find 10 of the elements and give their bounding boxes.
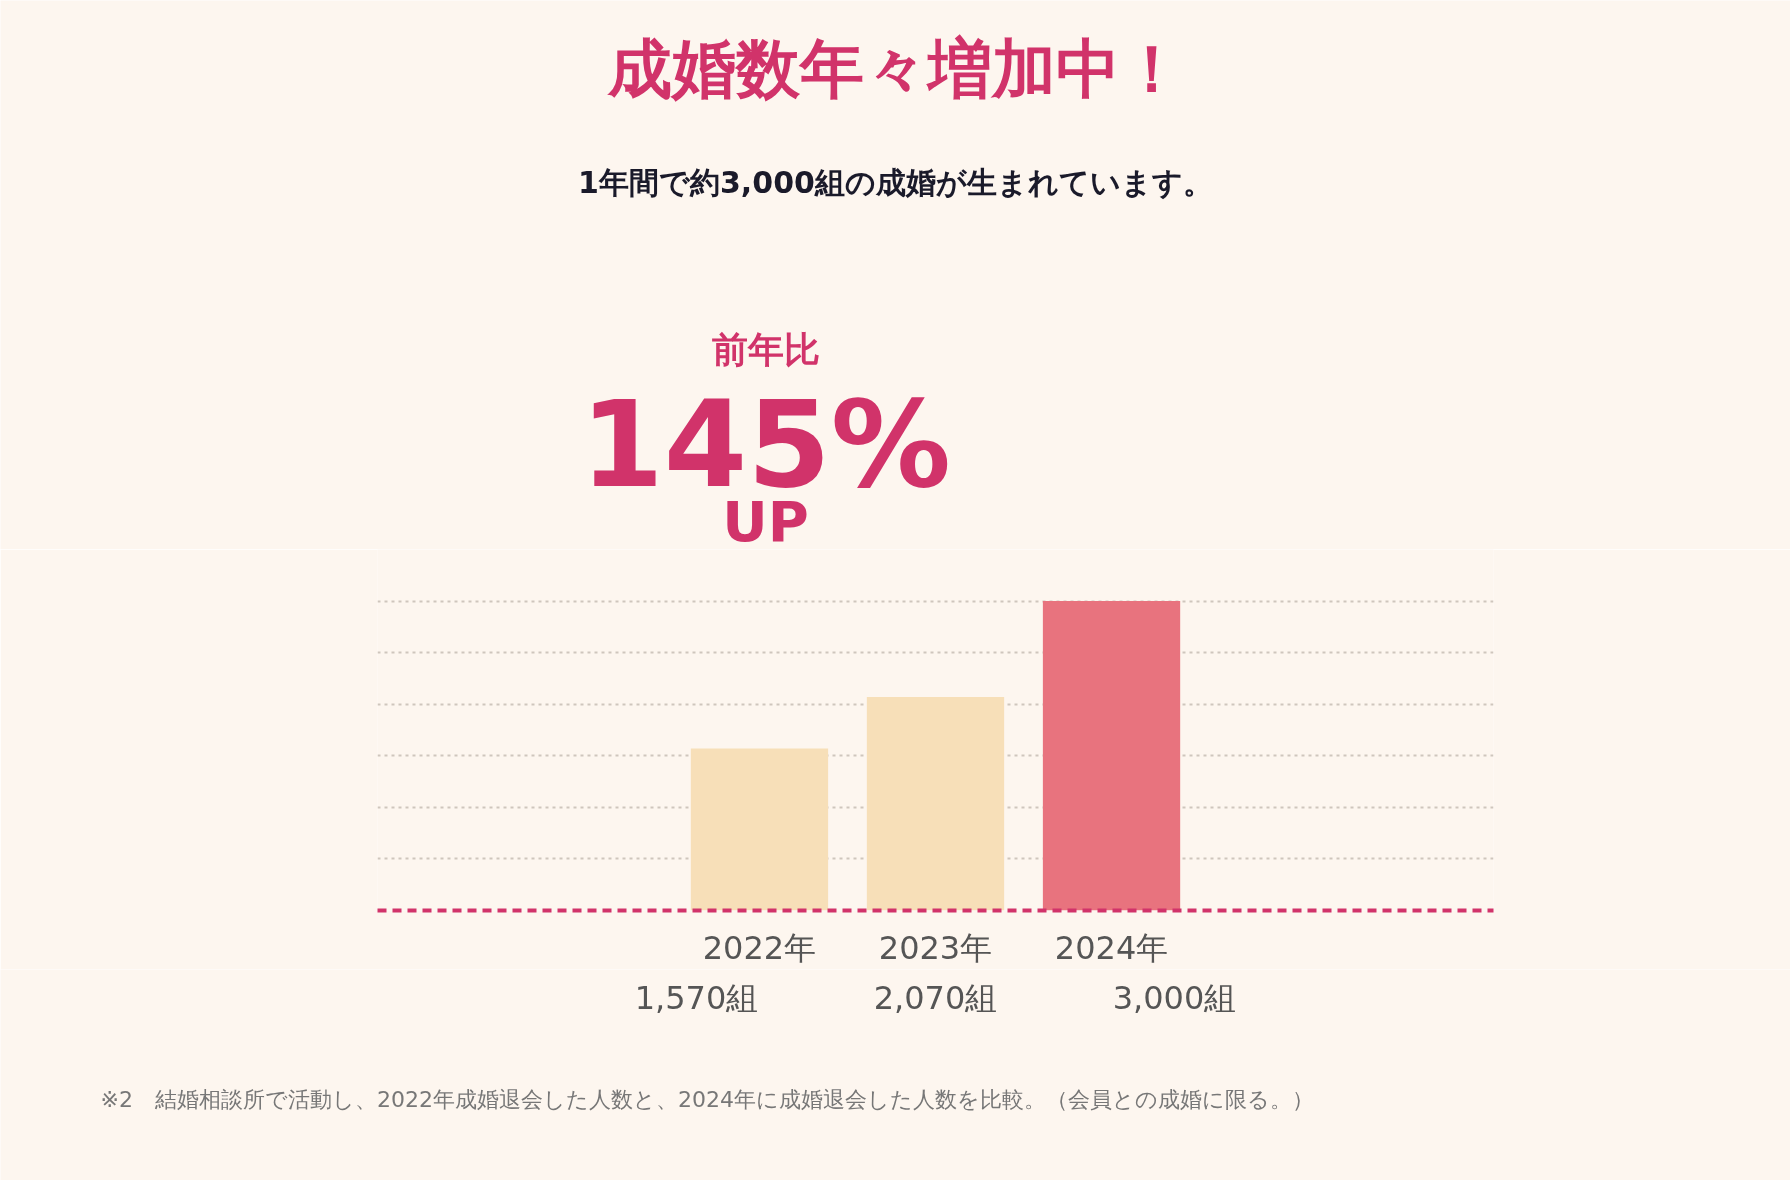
x-tick-label: 2022年	[702, 928, 817, 967]
x-tick-label: 2024年	[1054, 928, 1169, 967]
data-label: 1,570組	[634, 978, 759, 1017]
chart-subtitle: 1年間で約3,000組の成婚が生まれています。	[578, 165, 1213, 200]
text: 前年比	[711, 329, 820, 370]
text: ※2 結婚相談所で活動し、2022年成婚退会した人数と、2024年に成婚退会した人数を比較。（会員との成婚に限る。）	[100, 1087, 1314, 1112]
chart-title: 成婚数年々増加中！	[606, 31, 1184, 106]
data-label: 2,070組	[873, 978, 998, 1017]
x-tick-label: 2023年	[878, 928, 993, 967]
data-label: 3,000組	[1112, 978, 1237, 1017]
